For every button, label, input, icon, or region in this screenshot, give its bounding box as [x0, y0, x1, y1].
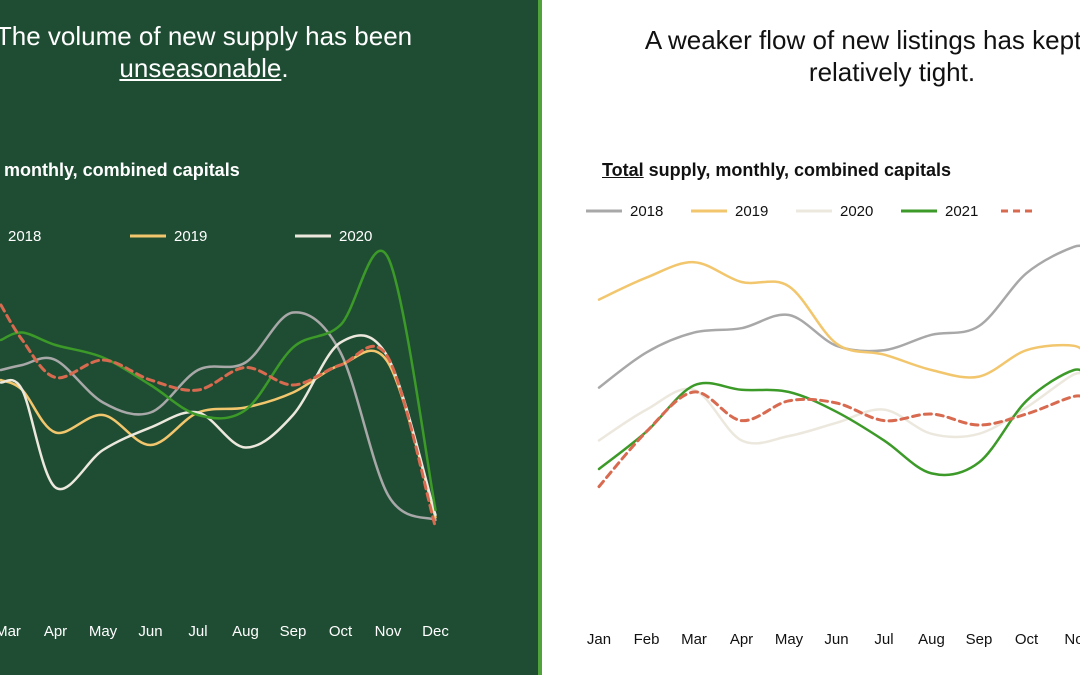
- legend-label-2020: 2020: [840, 203, 873, 220]
- x-tick-aug: Aug: [918, 631, 945, 648]
- legend-label-2019: 2019: [735, 203, 768, 220]
- x-tick-oct: Oct: [329, 623, 353, 640]
- x-tick-dec: Dec: [422, 623, 449, 640]
- series-line-2019: [0, 349, 437, 519]
- right-panel: A weaker flow of new listings has kept t…: [542, 0, 1080, 675]
- x-tick-mar: Mar: [681, 631, 707, 648]
- x-tick-sep: Sep: [966, 631, 993, 648]
- series-line-2018: [0, 311, 437, 522]
- x-tick-aug: Aug: [232, 623, 259, 640]
- x-tick-mar: Mar: [0, 623, 21, 640]
- x-tick-may: May: [89, 623, 118, 640]
- left-headline-underlined: unseasonable: [119, 53, 282, 83]
- x-tick-jul: Jul: [874, 631, 893, 648]
- series-line-2020: [597, 371, 1080, 445]
- right-chart-title: Total supply, monthly, combined capitals: [602, 160, 951, 181]
- legend-label-2020: 2020: [339, 228, 372, 245]
- x-tick-jun: Jun: [138, 623, 162, 640]
- x-tick-sep: Sep: [280, 623, 307, 640]
- legend-label-2019: 2019: [174, 228, 207, 245]
- x-tick-jun: Jun: [824, 631, 848, 648]
- x-tick-jul: Jul: [188, 623, 207, 640]
- right-headline-line1: A weaker flow of new listings has kept t…: [644, 25, 1080, 55]
- right-headline-line2: relatively tight.: [808, 57, 976, 87]
- x-tick-jan: Jan: [587, 631, 611, 648]
- legend-label-2018: 2018: [630, 203, 663, 220]
- right-chart-title-rest: supply, monthly, combined capitals: [643, 160, 952, 180]
- left-headline-prefix: The volume of new supply has been: [0, 21, 413, 51]
- left-line-chart: Mar Apr May Jun Jul Aug Sep Oct Nov Dec 2018 2019 20…: [0, 228, 449, 640]
- legend-label-2018: 2018: [8, 228, 41, 245]
- series-line-unlabeled-3: [0, 249, 437, 512]
- x-tick-may: May: [775, 631, 804, 648]
- left-headline: The volume of new supply has been unseaso…: [0, 20, 414, 84]
- x-tick-apr: Apr: [44, 623, 67, 640]
- left-headline-suffix: .: [281, 53, 289, 83]
- right-line-chart: Jan Feb Mar Apr May Jun Jul Aug Sep Oct No 2018 2019…: [586, 203, 1080, 648]
- series-line-2021: [597, 368, 1080, 477]
- x-tick-no: No: [1064, 631, 1080, 648]
- series-line-2019: [597, 260, 1080, 379]
- x-tick-oct: Oct: [1015, 631, 1039, 648]
- series-line-2020: [0, 334, 437, 517]
- right-headline: A weaker flow of new listings has kept t…: [552, 24, 1080, 88]
- left-chart-title: monthly, combined capitals: [4, 160, 240, 180]
- x-tick-nov: Nov: [375, 623, 402, 640]
- series-line-unlabeled-4: [597, 390, 1080, 489]
- left-panel: The volume of new supply has been unseaso…: [0, 0, 538, 675]
- right-chart-title-underlined: Total: [602, 160, 644, 180]
- panel-divider: [538, 0, 542, 675]
- x-tick-feb: Feb: [634, 631, 660, 648]
- legend-label-2021: 2021: [945, 203, 978, 220]
- x-tick-apr: Apr: [730, 631, 753, 648]
- series-line-unlabeled-4: [0, 303, 437, 529]
